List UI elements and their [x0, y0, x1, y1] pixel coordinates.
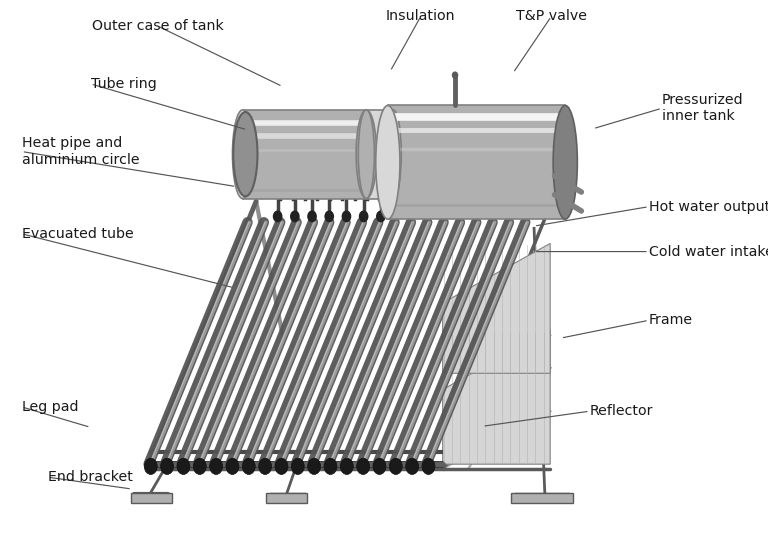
Ellipse shape — [194, 458, 207, 474]
Ellipse shape — [324, 458, 337, 474]
Text: Heat pipe and
aluminium circle: Heat pipe and aluminium circle — [22, 136, 139, 167]
Polygon shape — [131, 493, 172, 503]
Polygon shape — [366, 110, 393, 199]
Ellipse shape — [342, 210, 351, 222]
Ellipse shape — [161, 458, 174, 474]
Text: Pressurized
inner tank: Pressurized inner tank — [662, 93, 743, 123]
Text: Outer case of tank: Outer case of tank — [91, 19, 223, 33]
Text: Cold water intake: Cold water intake — [649, 245, 768, 259]
Ellipse shape — [359, 210, 369, 222]
Text: Reflector: Reflector — [590, 404, 654, 418]
Text: End bracket: End bracket — [48, 470, 133, 484]
Ellipse shape — [406, 458, 419, 474]
Ellipse shape — [307, 210, 317, 222]
Ellipse shape — [385, 110, 401, 199]
Ellipse shape — [308, 458, 320, 474]
Ellipse shape — [340, 458, 353, 474]
Ellipse shape — [210, 458, 223, 474]
Polygon shape — [243, 110, 366, 199]
Ellipse shape — [389, 458, 402, 474]
Polygon shape — [442, 243, 550, 373]
Text: Tube ring: Tube ring — [91, 77, 157, 91]
Ellipse shape — [233, 112, 257, 196]
Polygon shape — [266, 493, 307, 503]
Ellipse shape — [243, 458, 255, 474]
Ellipse shape — [290, 210, 300, 222]
Text: Hot water output: Hot water output — [649, 200, 768, 214]
Ellipse shape — [452, 71, 458, 79]
Text: Insulation: Insulation — [386, 9, 455, 23]
Polygon shape — [442, 330, 550, 464]
Ellipse shape — [324, 210, 334, 222]
Ellipse shape — [376, 210, 386, 222]
Polygon shape — [511, 493, 573, 503]
Ellipse shape — [356, 458, 369, 474]
Ellipse shape — [291, 458, 304, 474]
Ellipse shape — [233, 110, 253, 199]
Polygon shape — [388, 105, 565, 219]
Ellipse shape — [553, 105, 578, 219]
Ellipse shape — [144, 458, 157, 474]
Text: Frame: Frame — [649, 313, 693, 327]
Ellipse shape — [275, 458, 288, 474]
Ellipse shape — [226, 458, 239, 474]
Ellipse shape — [422, 458, 435, 474]
Ellipse shape — [358, 110, 375, 199]
Ellipse shape — [273, 210, 283, 222]
Ellipse shape — [373, 458, 386, 474]
Text: Evacuated tube: Evacuated tube — [22, 227, 134, 241]
Ellipse shape — [177, 458, 190, 474]
Text: Leg pad: Leg pad — [22, 400, 78, 414]
Ellipse shape — [259, 458, 272, 474]
Text: T&P valve: T&P valve — [516, 9, 587, 23]
Ellipse shape — [376, 105, 400, 219]
Ellipse shape — [356, 110, 376, 199]
